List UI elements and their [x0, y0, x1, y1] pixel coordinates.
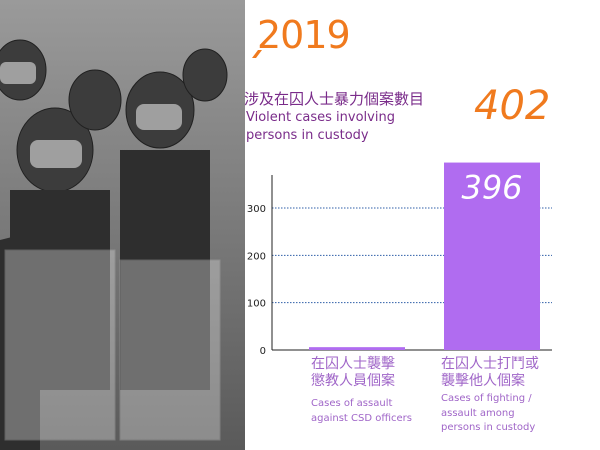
year-underline — [230, 50, 262, 58]
y-tick-label-300: 300 — [247, 204, 266, 215]
category-label-zh-2: 在囚人士打鬥或 襲擊他人個案 — [441, 356, 539, 389]
y-tick-label-0: 0 — [260, 346, 266, 357]
category-label-en-1: Cases of assault against CSD officers — [311, 397, 412, 426]
category-2-zh-line1: 在囚人士打鬥或 — [441, 356, 539, 372]
chart-title-zh: 涉及在囚人士暴力個案數目 — [244, 90, 425, 108]
category-1-en-line2: against CSD officers — [311, 412, 412, 424]
category-label-en-2: Cases of fighting / assault among person… — [441, 392, 535, 436]
year-label: 2019 — [257, 13, 351, 57]
total-count: 402 — [474, 83, 551, 129]
category-1-zh-line1: 在囚人士襲擊 — [311, 356, 395, 372]
category-label-zh-1: 在囚人士襲擊 懲教人員個案 — [311, 356, 395, 389]
category-1-zh-line2: 懲教人員個案 — [311, 372, 395, 389]
category-2-en-line3: persons in custody — [441, 422, 536, 433]
y-tick-label-100: 100 — [247, 299, 266, 310]
category-2-en-line2: assault among — [441, 407, 515, 419]
chart-title-en-line1: Violent cases involving — [246, 110, 395, 125]
category-1-en-line1: Cases of assault — [311, 398, 393, 409]
category-2-zh-line2: 襲擊他人個案 — [441, 372, 525, 389]
category-2-en-line1: Cases of fighting / — [441, 393, 532, 404]
bar-1 — [309, 347, 405, 350]
bar-value-label-1: 6 — [347, 312, 367, 350]
bar-value-label-2: 396 — [461, 169, 522, 207]
bar-2 — [444, 162, 540, 350]
y-tick-label-200: 200 — [247, 251, 266, 262]
chart-title-en-line2: persons in custody — [246, 128, 369, 143]
